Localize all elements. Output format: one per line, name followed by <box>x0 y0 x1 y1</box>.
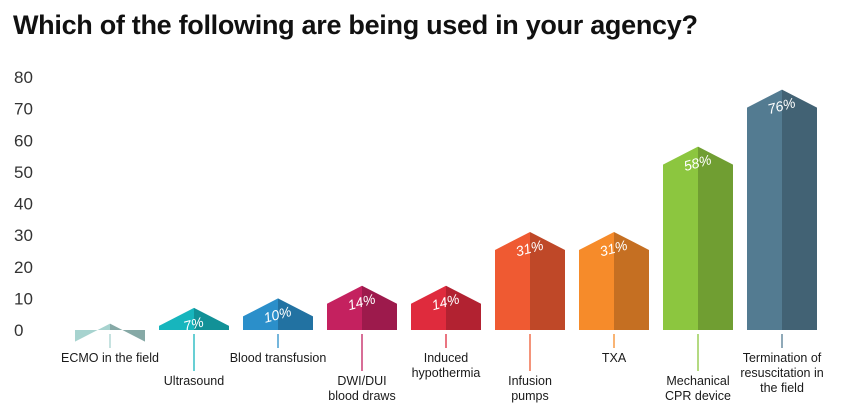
data-label: 58% <box>682 151 713 174</box>
data-label: 14% <box>346 290 377 313</box>
category-label: Termination of resuscitation in the field <box>740 351 823 395</box>
y-tick-label: 50 <box>14 163 33 182</box>
bar-face-left <box>75 323 110 342</box>
category-label-line: the field <box>760 381 804 395</box>
category-label-line: Infusion <box>508 374 552 388</box>
bar-face-right <box>530 231 565 330</box>
data-label: 2% <box>97 329 122 350</box>
data-label: 14% <box>430 290 461 313</box>
bar-face-right <box>446 285 481 330</box>
bar-face-right <box>278 298 313 330</box>
bar-face-left <box>579 231 614 330</box>
category-label-line: pumps <box>511 389 549 403</box>
category-label: Blood transfusion <box>230 351 327 365</box>
category-label-line: hypothermia <box>412 366 481 380</box>
bar-face-right <box>110 323 145 342</box>
bar-face-right <box>194 307 229 330</box>
category-label-line: blood draws <box>328 389 395 403</box>
bar-face-left <box>747 89 782 331</box>
bar-face-right <box>698 146 733 330</box>
y-tick-label: 20 <box>14 258 33 277</box>
y-tick-label: 70 <box>14 100 33 119</box>
bar-face-left <box>159 307 194 330</box>
bar-face-right <box>614 231 649 330</box>
data-label: 31% <box>514 237 545 260</box>
category-label-line: Ultrasound <box>164 374 224 388</box>
chart-title: Which of the following are being used in… <box>13 10 698 40</box>
bar-face-right <box>362 285 397 330</box>
bar-face-left <box>663 146 698 330</box>
data-label: 76% <box>766 94 797 117</box>
category-label-line: Induced <box>424 351 469 365</box>
category-label: DWI/DUI blood draws <box>328 374 395 403</box>
category-label: Ultrasound <box>164 374 224 388</box>
category-label: TXA <box>602 351 627 365</box>
y-tick-label: 80 <box>14 68 33 87</box>
y-tick-label: 60 <box>14 131 33 150</box>
category-label: Infusion pumps <box>508 374 552 403</box>
y-tick-label: 40 <box>14 195 33 214</box>
category-label-line: TXA <box>602 351 627 365</box>
category-label-line: DWI/DUI <box>337 374 386 388</box>
bar-face-right <box>782 89 817 331</box>
bar-face-left <box>411 285 446 330</box>
data-label: 10% <box>262 303 293 326</box>
bar-face-left <box>495 231 530 330</box>
data-label: 31% <box>598 237 629 260</box>
y-tick-label: 30 <box>14 226 33 245</box>
category-label: ECMO in the field <box>61 351 159 365</box>
category-label-line: Termination of <box>743 351 822 365</box>
bar-face-left <box>243 298 278 330</box>
category-label: Induced hypothermia <box>412 351 481 380</box>
data-label: 7% <box>182 314 206 335</box>
category-label-line: CPR device <box>665 389 731 403</box>
category-label-line: Mechanical <box>666 374 729 388</box>
y-tick-label: 0 <box>14 321 23 340</box>
category-label-line: Blood transfusion <box>230 351 327 365</box>
category-label-line: resuscitation in <box>740 366 823 380</box>
y-tick-label: 10 <box>14 289 33 308</box>
bar-face-left <box>327 285 362 330</box>
category-label-line: ECMO in the field <box>61 351 159 365</box>
category-label: Mechanical CPR device <box>665 374 731 403</box>
